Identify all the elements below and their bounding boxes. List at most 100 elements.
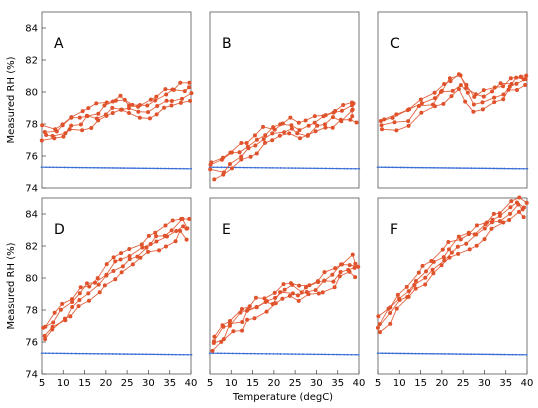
- reference-point: [350, 167, 353, 170]
- reference-point: [167, 353, 170, 356]
- reference-point: [470, 167, 473, 170]
- reference-point: [186, 353, 189, 356]
- measured-point: [43, 324, 48, 329]
- measured-point: [442, 258, 447, 263]
- measured-point: [333, 266, 338, 271]
- measured-point: [458, 237, 463, 242]
- reference-point: [391, 352, 394, 355]
- measured-point: [244, 141, 249, 146]
- measured-point: [516, 209, 521, 214]
- measured-point: [388, 321, 393, 326]
- measured-point: [137, 115, 142, 120]
- reference-point: [104, 352, 107, 355]
- y-tick-label: 80: [25, 274, 38, 285]
- measured-point: [331, 279, 336, 284]
- measured-point: [382, 117, 387, 122]
- reference-point: [276, 353, 279, 355]
- reference-point: [459, 353, 462, 355]
- measured-point: [306, 123, 311, 128]
- measured-point: [348, 117, 353, 122]
- reference-point: [384, 352, 387, 355]
- measured-point: [228, 150, 233, 155]
- reference-point: [324, 167, 327, 170]
- reference-point: [89, 166, 91, 169]
- measured-point: [303, 118, 308, 123]
- reference-point: [268, 352, 271, 355]
- reference-point: [417, 352, 420, 355]
- reference-point: [327, 353, 330, 356]
- reference-point: [100, 166, 103, 169]
- reference-point: [269, 166, 271, 169]
- reference-point: [298, 353, 300, 356]
- measured-point: [338, 117, 343, 122]
- measured-point: [471, 102, 476, 107]
- measured-point: [490, 89, 495, 94]
- measured-point: [136, 104, 141, 109]
- panel-F: 5 10 15 20 25 30 35 40 F: [375, 195, 533, 389]
- measured-point: [154, 112, 159, 117]
- reference-point: [320, 353, 323, 356]
- measured-point: [43, 337, 48, 342]
- measured-point: [498, 81, 503, 86]
- reference-point: [246, 166, 249, 169]
- measured-point: [227, 318, 232, 323]
- measured-point: [164, 92, 169, 97]
- panel-letter: A: [54, 36, 64, 52]
- y-tick-label: 78: [25, 306, 38, 317]
- measured-point: [390, 115, 395, 120]
- reference-point: [276, 167, 278, 169]
- reference-point: [175, 167, 177, 170]
- reference-point: [354, 167, 357, 170]
- measured-point: [423, 282, 428, 287]
- measured-point: [96, 282, 101, 287]
- reference-point: [279, 167, 282, 169]
- measured-point: [388, 311, 393, 316]
- measured-point: [164, 98, 169, 103]
- reference-point: [518, 353, 521, 356]
- measured-point: [447, 255, 452, 260]
- reference-point: [52, 352, 54, 355]
- measured-point: [439, 88, 444, 93]
- measured-point: [127, 254, 132, 259]
- measured-point: [254, 151, 259, 156]
- measured-point: [518, 74, 523, 79]
- reference-point: [45, 166, 47, 169]
- measured-point: [111, 268, 116, 273]
- panel-letter: C: [390, 36, 400, 52]
- measured-point: [492, 100, 497, 105]
- x-tick-label: 10: [225, 378, 238, 389]
- panel-frame: [209, 197, 360, 375]
- measured-point: [481, 88, 486, 93]
- reference-point: [104, 166, 106, 169]
- reference-point: [93, 166, 96, 169]
- reference-point: [511, 167, 514, 170]
- measured-point: [77, 297, 82, 302]
- reference-point: [107, 167, 110, 169]
- measured-point: [347, 263, 352, 268]
- reference-point: [212, 166, 215, 169]
- measured-point: [379, 123, 384, 128]
- reference-point: [451, 167, 454, 169]
- measured-point: [287, 293, 292, 298]
- measured-point: [423, 275, 428, 280]
- reference-point: [235, 352, 238, 355]
- panel-B: B: [208, 11, 361, 189]
- x-tick-label: 5: [39, 378, 45, 389]
- reference-point: [260, 166, 263, 169]
- y-tick-label: 82: [25, 56, 38, 67]
- reference-point: [242, 352, 245, 355]
- measured-point: [449, 94, 454, 99]
- reference-point: [302, 167, 304, 170]
- reference-point: [111, 353, 114, 355]
- measured-point: [220, 155, 225, 160]
- measured-point: [521, 215, 526, 220]
- measured-point: [413, 286, 418, 291]
- measured-point: [472, 232, 477, 237]
- reference-point: [436, 352, 439, 355]
- reference-point: [462, 353, 465, 356]
- reference-point: [343, 167, 346, 170]
- measured-point: [184, 237, 189, 242]
- reference-point: [145, 353, 148, 356]
- measured-point: [272, 127, 277, 132]
- measured-point: [406, 123, 411, 128]
